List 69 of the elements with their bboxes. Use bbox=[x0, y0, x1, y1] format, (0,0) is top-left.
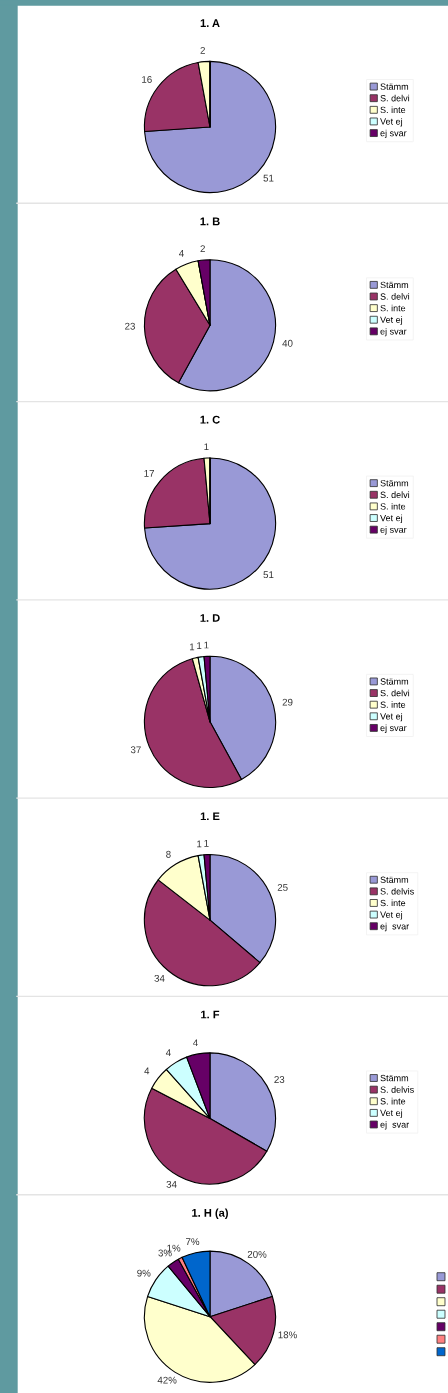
legend-label: S. inte bbox=[380, 106, 406, 114]
pie-slice bbox=[143, 60, 277, 194]
legend-label: Vet ej bbox=[380, 911, 403, 920]
legend-label: S. delvi bbox=[380, 293, 410, 300]
legend-label: ej svar bbox=[380, 327, 407, 337]
data-label: 4 bbox=[165, 1049, 171, 1056]
legend-label: Stämm bbox=[380, 876, 409, 883]
data-label: 42% bbox=[157, 1376, 177, 1384]
data-label: 4 bbox=[193, 1039, 198, 1047]
legend-label: Stämm bbox=[380, 678, 409, 685]
legend-label: S. inte bbox=[380, 1097, 406, 1105]
legend-label: S. delvi bbox=[380, 689, 410, 697]
legend-label: S. delvis bbox=[380, 1086, 414, 1093]
data-label: 23 bbox=[274, 1076, 285, 1083]
data-label: 7% bbox=[186, 1238, 200, 1246]
legend-label: Vet ej bbox=[380, 1109, 403, 1118]
data-label: 1 bbox=[197, 642, 202, 649]
data-label: 2 bbox=[200, 245, 205, 253]
pie-slice bbox=[143, 457, 277, 590]
legend-label: Stämm bbox=[380, 479, 409, 487]
legend-label: S. inte bbox=[380, 899, 406, 907]
data-label: 16 bbox=[142, 76, 152, 83]
legend-label: S. delvi bbox=[380, 94, 410, 102]
legend-label: Vet ej bbox=[380, 118, 403, 127]
chart-title: 1. H (a) bbox=[192, 1208, 228, 1219]
chart-title: 1. F bbox=[201, 1010, 220, 1019]
data-label: 51 bbox=[263, 174, 274, 182]
data-label: 17 bbox=[144, 470, 154, 477]
data-label: 37 bbox=[130, 746, 141, 754]
data-label: 1 bbox=[189, 643, 195, 651]
chart-title: 1. B bbox=[200, 217, 220, 226]
data-label: 2 bbox=[200, 46, 205, 54]
data-label: 20% bbox=[247, 1250, 267, 1258]
data-label: 4 bbox=[179, 250, 184, 257]
legend-label: S. delvi bbox=[380, 491, 410, 498]
legend-label: S. delvis bbox=[380, 887, 414, 895]
data-label: 1 bbox=[204, 839, 209, 847]
chart-title: 1. D bbox=[200, 614, 220, 622]
chart-title: 1. C bbox=[200, 415, 220, 424]
legend-label: S. inte bbox=[380, 304, 406, 312]
data-label: 18% bbox=[278, 1331, 297, 1339]
legend-label: S. inte bbox=[380, 502, 406, 510]
data-label: 9% bbox=[137, 1269, 151, 1277]
legend-label: S. inte bbox=[380, 701, 406, 708]
data-label: 1 bbox=[204, 641, 209, 649]
data-label: 40 bbox=[282, 339, 293, 347]
data-label: 23 bbox=[125, 322, 135, 330]
data-label: 1 bbox=[204, 443, 209, 451]
data-label: 8 bbox=[166, 850, 171, 858]
legend-label: Stämm bbox=[380, 83, 409, 90]
data-label: 34 bbox=[154, 974, 165, 982]
legend-label: Vet ej bbox=[380, 514, 403, 524]
legend-label: Stämm bbox=[380, 281, 409, 289]
legend-label: ej svar bbox=[380, 129, 407, 139]
data-label: 51 bbox=[263, 571, 274, 579]
data-label: 4 bbox=[144, 1067, 150, 1075]
legend-label: Vet ej bbox=[380, 316, 403, 325]
legend-label: Stämm bbox=[380, 1074, 409, 1082]
data-label: 29 bbox=[282, 698, 293, 706]
legend-label: ej svar bbox=[380, 526, 407, 535]
legend-label: Vet ej bbox=[380, 712, 403, 722]
data-label: 34 bbox=[166, 1180, 177, 1188]
chart-title: 1. A bbox=[200, 19, 220, 27]
legend-label: ej svar bbox=[380, 724, 407, 733]
data-label: 25 bbox=[277, 883, 288, 891]
legend-label: ej svar bbox=[380, 1121, 409, 1130]
legend-label: ej svar bbox=[380, 922, 409, 932]
chart-title: 1. E bbox=[200, 812, 220, 821]
data-label: 1 bbox=[197, 840, 202, 848]
